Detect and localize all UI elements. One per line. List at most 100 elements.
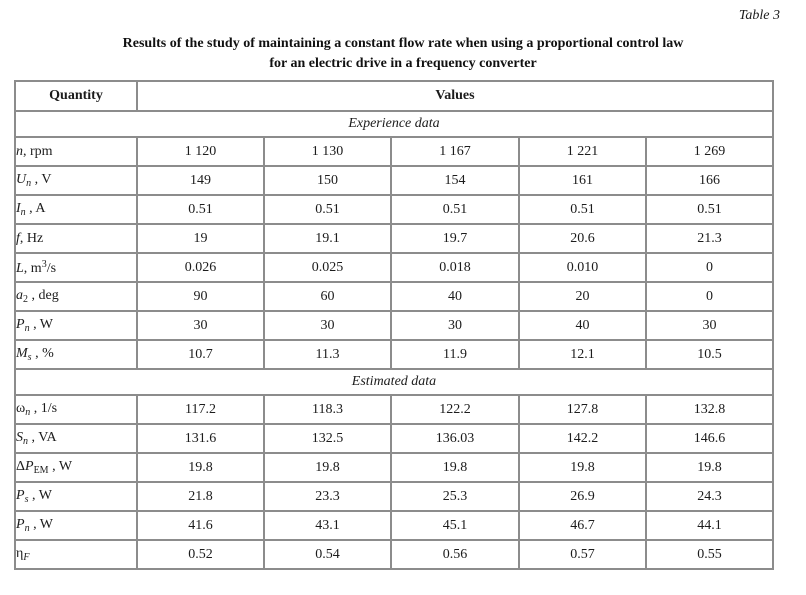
label-segment: , W bbox=[28, 488, 52, 503]
value-cell: 0.54 bbox=[263, 539, 392, 570]
value-cell: 0.51 bbox=[263, 194, 392, 225]
label-segment: , 1/s bbox=[30, 401, 58, 416]
table-row: ηF 0.52 0.54 0.56 0.57 0.55 bbox=[14, 539, 774, 570]
value-cell: 136.03 bbox=[390, 423, 520, 454]
document-title: Results of the study of maintaining a co… bbox=[0, 34, 806, 75]
value-cell: 23.3 bbox=[263, 481, 392, 512]
value-cell: 11.9 bbox=[390, 339, 520, 370]
label-segment: n bbox=[24, 323, 30, 334]
value-cell: 117.2 bbox=[136, 394, 265, 425]
value-cell: 30 bbox=[263, 310, 392, 341]
value-cell: 1 167 bbox=[390, 136, 520, 167]
section-row: Experience data bbox=[14, 110, 774, 138]
value-cell: 60 bbox=[263, 281, 392, 312]
label-segment: f bbox=[16, 230, 20, 246]
quantity-label-cell: n, rpm bbox=[14, 136, 138, 167]
label-segment: n bbox=[24, 523, 30, 534]
value-cell: 118.3 bbox=[263, 394, 392, 425]
table-row: f, Hz 19 19.1 19.7 20.6 21.3 bbox=[14, 223, 774, 254]
label-segment: , W bbox=[48, 459, 73, 474]
value-cell: 0.52 bbox=[136, 539, 265, 570]
label-segment: n bbox=[25, 407, 31, 418]
table-row: Sn , VA 131.6 132.5 136.03 142.2 146.6 bbox=[14, 423, 774, 454]
value-cell: 122.2 bbox=[390, 394, 520, 425]
table-row: ωn , 1/s 117.2 118.3 122.2 127.8 132.8 bbox=[14, 394, 774, 425]
quantity-label-cell: ΔPEM , W bbox=[14, 452, 138, 483]
value-cell: 142.2 bbox=[518, 423, 647, 454]
column-header-values: Values bbox=[136, 80, 774, 112]
table-row: In , A 0.51 0.51 0.51 0.51 0.51 bbox=[14, 194, 774, 225]
value-cell: 150 bbox=[263, 165, 392, 196]
value-cell: 44.1 bbox=[645, 510, 774, 541]
label-segment: η bbox=[16, 546, 24, 561]
label-segment: , Hz bbox=[19, 230, 44, 246]
value-cell: 0.56 bbox=[390, 539, 520, 570]
label-segment: , m bbox=[23, 260, 42, 276]
label-segment: S bbox=[16, 430, 23, 445]
value-cell: 161 bbox=[518, 165, 647, 196]
label-segment: , V bbox=[31, 172, 52, 187]
value-cell: 127.8 bbox=[518, 394, 647, 425]
value-cell: 40 bbox=[390, 281, 520, 312]
quantity-label-cell: Ps , W bbox=[14, 481, 138, 512]
value-cell: 11.3 bbox=[263, 339, 392, 370]
section-row: Estimated data bbox=[14, 368, 774, 396]
label-segment: , % bbox=[31, 346, 54, 361]
quantity-label-cell: a2 , deg bbox=[14, 281, 138, 312]
value-cell: 41.6 bbox=[136, 510, 265, 541]
quantity-label-cell: ηF bbox=[14, 539, 138, 570]
value-cell: 0 bbox=[645, 281, 774, 312]
label-segment: s bbox=[24, 494, 29, 505]
document-title-line2: for an electric drive in a frequency con… bbox=[269, 56, 537, 72]
label-segment: U bbox=[16, 172, 27, 187]
label-segment: n bbox=[16, 143, 23, 159]
label-segment: s bbox=[27, 352, 32, 363]
table-body: Experience data n, rpm 1 120 1 130 1 167 1 22… bbox=[14, 110, 774, 570]
value-cell: 43.1 bbox=[263, 510, 392, 541]
value-cell: 0.51 bbox=[390, 194, 520, 225]
table-header-row: Quantity Values bbox=[14, 80, 774, 112]
value-cell: 0.57 bbox=[518, 539, 647, 570]
label-segment: EM bbox=[33, 465, 49, 476]
table-row: Ms , % 10.7 11.3 11.9 12.1 10.5 bbox=[14, 339, 774, 370]
quantity-label-cell: L, m3/s bbox=[14, 252, 138, 283]
label-segment: n bbox=[20, 207, 26, 218]
table-row: a2 , deg 90 60 40 20 0 bbox=[14, 281, 774, 312]
label-segment: n bbox=[26, 178, 32, 189]
value-cell: 12.1 bbox=[518, 339, 647, 370]
table-row: Ps , W 21.8 23.3 25.3 26.9 24.3 bbox=[14, 481, 774, 512]
value-cell: 132.5 bbox=[263, 423, 392, 454]
value-cell: 166 bbox=[645, 165, 774, 196]
value-cell: 1 269 bbox=[645, 136, 774, 167]
value-cell: 1 221 bbox=[518, 136, 647, 167]
label-segment: 3 bbox=[41, 258, 47, 270]
label-segment: /s bbox=[46, 260, 57, 276]
table-row: Un , V 149 150 154 161 166 bbox=[14, 165, 774, 196]
label-segment: n bbox=[23, 436, 28, 447]
table-row: n, rpm 1 120 1 130 1 167 1 221 1 269 bbox=[14, 136, 774, 167]
label-segment: L bbox=[16, 260, 24, 276]
label-segment: P bbox=[16, 488, 25, 503]
label-segment: a bbox=[16, 288, 23, 303]
section-header: Experience data bbox=[14, 110, 774, 138]
value-cell: 30 bbox=[390, 310, 520, 341]
quantity-label-cell: ωn , 1/s bbox=[14, 394, 138, 425]
label-segment: F bbox=[23, 552, 30, 563]
label-segment: P bbox=[25, 459, 34, 474]
label-segment: P bbox=[16, 317, 25, 332]
value-cell: 0.55 bbox=[645, 539, 774, 570]
value-cell: 19.1 bbox=[263, 223, 392, 254]
value-cell: 0.026 bbox=[136, 252, 265, 283]
table-number-caption: Table 3 bbox=[738, 8, 780, 23]
value-cell: 0.51 bbox=[645, 194, 774, 225]
label-segment: ω bbox=[16, 401, 26, 416]
value-cell: 20 bbox=[518, 281, 647, 312]
quantity-label-cell: Un , V bbox=[14, 165, 138, 196]
value-cell: 0.025 bbox=[263, 252, 392, 283]
value-cell: 26.9 bbox=[518, 481, 647, 512]
label-segment: I bbox=[16, 201, 21, 216]
table-row: ΔPEM , W 19.8 19.8 19.8 19.8 19.8 bbox=[14, 452, 774, 483]
label-segment: P bbox=[16, 517, 25, 532]
value-cell: 132.8 bbox=[645, 394, 774, 425]
